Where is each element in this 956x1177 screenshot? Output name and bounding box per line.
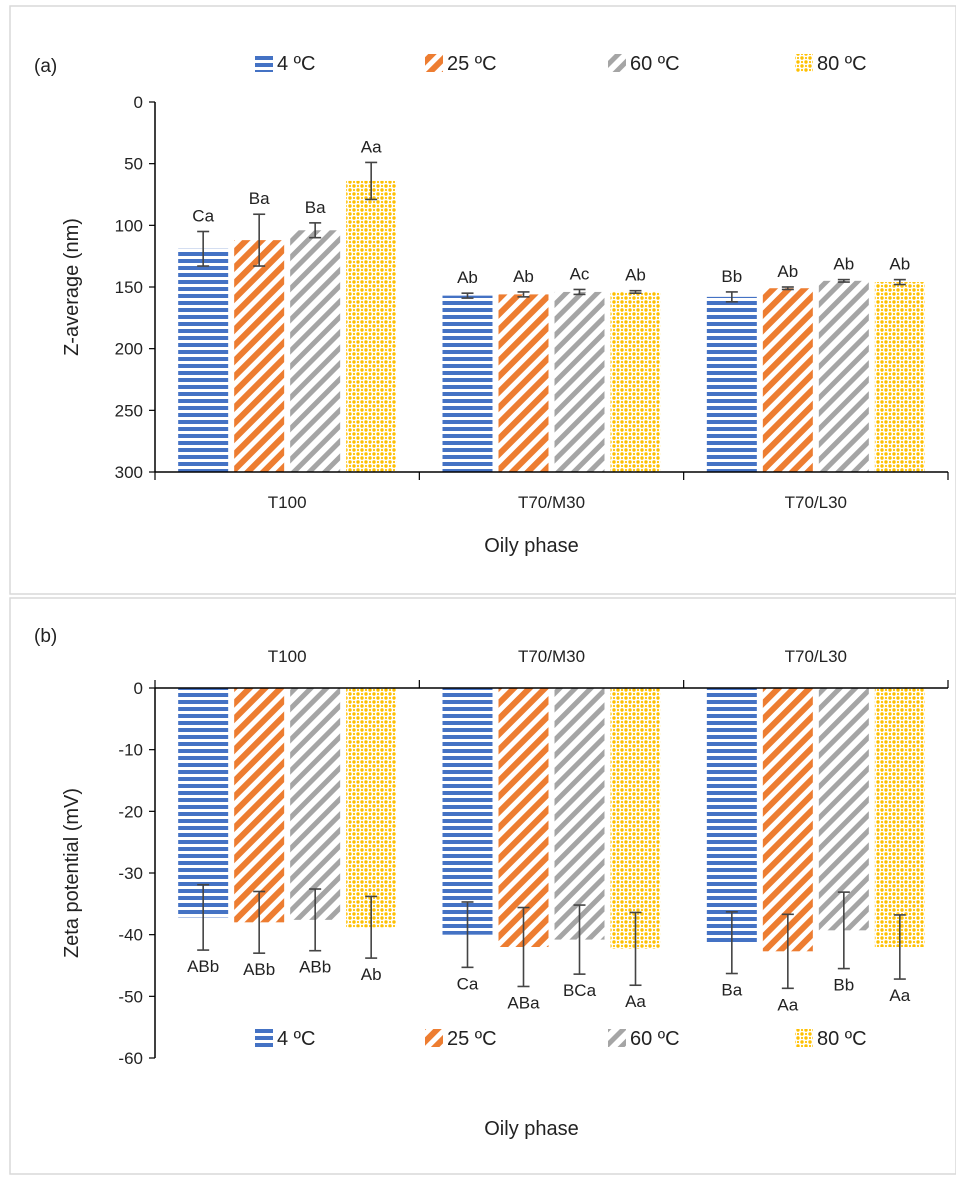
data-label: Ba (305, 198, 326, 217)
y-tick-label: 0 (134, 679, 143, 698)
legend-swatch-60C (608, 54, 626, 72)
data-label: Ab (513, 267, 534, 286)
legend-swatch-4C (255, 54, 273, 72)
y-tick-label: 300 (115, 463, 143, 482)
y-tick-label: -40 (118, 926, 143, 945)
bar-4C-T70/M30 (442, 688, 493, 935)
legend-swatch-80C (795, 54, 813, 72)
legend-swatch-25C (425, 54, 443, 72)
bar-4C-T70/L30 (706, 688, 757, 943)
bar-60C-T100 (290, 230, 341, 472)
data-label: Ac (570, 264, 590, 283)
panel-border (9, 597, 956, 1175)
panel-a-z-average-chart: (a) 0 50 100 150 200 250 300 Z-average (nm) Ca Ab B… (9, 5, 956, 595)
y-axis-label: Zeta potential (mV) (61, 788, 83, 958)
category-label: T70/L30 (785, 647, 847, 666)
legend-label-4C: 4 ºC (277, 1028, 315, 1050)
data-label: Aa (777, 995, 798, 1014)
data-label: Ab (777, 262, 798, 281)
bar-80C-T100 (346, 180, 397, 472)
legend-label-80C: 80 ºC (817, 53, 867, 75)
data-label: Ca (192, 207, 214, 226)
bar-60C-T100 (290, 688, 341, 920)
y-tick-label: -50 (118, 987, 143, 1006)
legend-label-60C: 60 ºC (630, 1028, 680, 1050)
panel-border (9, 5, 956, 595)
data-label: Bb (721, 267, 742, 286)
data-label: Aa (889, 986, 910, 1005)
y-tick-label: -10 (118, 741, 143, 760)
bar-25C-T70/M30 (498, 688, 549, 947)
category-label: T70/M30 (518, 493, 585, 512)
bar-60C-T70/L30 (818, 280, 869, 472)
y-tick-label: 100 (115, 216, 143, 235)
legend-swatch-80C (795, 1029, 813, 1047)
bar-25C-T100 (234, 688, 285, 923)
y-tick-label: -20 (118, 802, 143, 821)
y-tick-label: 50 (124, 155, 143, 174)
bar-80C-T70/M30 (610, 688, 661, 949)
bar-25C-T70/L30 (762, 688, 813, 952)
y-tick-label: 200 (115, 340, 143, 359)
bar-4C-T100 (178, 688, 229, 918)
data-label: ABb (243, 960, 275, 979)
y-tick-label: 150 (115, 278, 143, 297)
x-axis-label: Oily phase (484, 1118, 579, 1140)
panel-label: (a) (34, 56, 57, 77)
legend-label-25C: 25 ºC (447, 1028, 497, 1050)
bar-4C-T70/M30 (442, 295, 493, 472)
y-tick-label: -60 (118, 1049, 143, 1068)
bar-60C-T70/L30 (818, 688, 869, 931)
bar-4C-T100 (178, 248, 229, 472)
data-label: Ab (833, 255, 854, 274)
legend-swatch-60C (608, 1029, 626, 1047)
data-label: Ba (249, 189, 270, 208)
data-label: Ba (721, 981, 742, 1000)
bar-60C-T70/M30 (554, 291, 605, 472)
category-label: T100 (268, 493, 307, 512)
legend: 4 ºC 25 ºC 60 ºC 80 ºC (255, 1028, 867, 1050)
data-label: Aa (625, 992, 646, 1011)
data-label: Ab (361, 965, 382, 984)
category-label: T70/L30 (785, 493, 847, 512)
data-label: Aa (361, 137, 382, 156)
data-label: ABb (187, 957, 219, 976)
bar-25C-T70/L30 (762, 288, 813, 472)
panel-label: (b) (34, 626, 57, 647)
y-axis-label: Z-average (nm) (61, 218, 83, 356)
data-label: Bb (833, 976, 854, 995)
legend-swatch-25C (425, 1029, 443, 1047)
data-label: Ab (889, 255, 910, 274)
bar-80C-T100 (346, 688, 397, 928)
y-tick-label: -30 (118, 864, 143, 883)
bar-80C-T70/L30 (874, 688, 925, 947)
bar-25C-T70/M30 (498, 294, 549, 472)
legend-label-80C: 80 ºC (817, 1028, 867, 1050)
bar-80C-T70/M30 (610, 291, 661, 472)
legend-label-60C: 60 ºC (630, 53, 680, 75)
y-tick-label: 0 (134, 93, 143, 112)
category-label: T100 (268, 647, 307, 666)
y-tick-label: 250 (115, 401, 143, 420)
panel-b-zeta-potential-chart: (b) 0 -10 -20 -30 -40 -50 -60 Zeta potential (mV… (9, 597, 956, 1175)
data-label: Ab (457, 268, 478, 287)
bar-60C-T70/M30 (554, 688, 605, 940)
data-label: Ab (625, 266, 646, 285)
bar-80C-T70/L30 (874, 282, 925, 472)
data-label: ABa (507, 993, 540, 1012)
legend: 4 ºC 25 ºC 60 ºC 80 ºC (255, 53, 867, 75)
data-label: BCa (563, 981, 597, 1000)
legend-swatch-4C (255, 1029, 273, 1047)
legend-label-25C: 25 ºC (447, 53, 497, 75)
bar-25C-T100 (234, 240, 285, 472)
legend-label-4C: 4 ºC (277, 53, 315, 75)
bar-4C-T70/L30 (706, 296, 757, 472)
x-axis-label: Oily phase (484, 535, 579, 557)
data-label: Ca (457, 974, 479, 993)
category-label: T70/M30 (518, 647, 585, 666)
data-label: ABb (299, 958, 331, 977)
